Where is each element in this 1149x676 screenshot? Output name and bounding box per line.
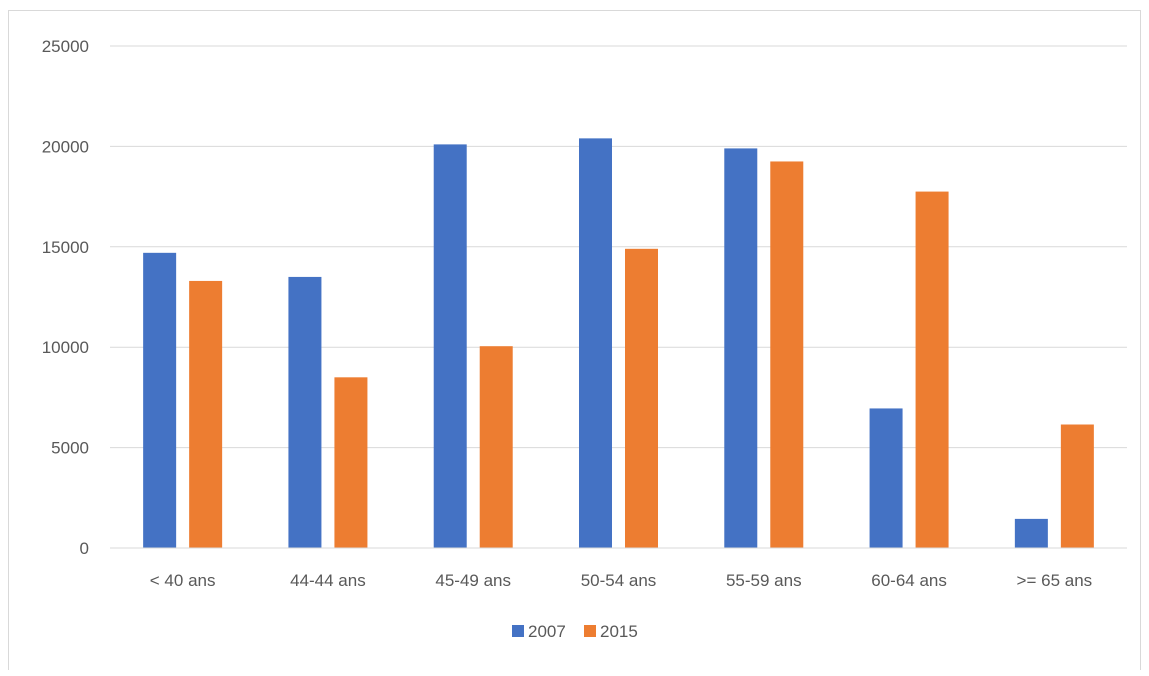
y-tick-label: 5000 bbox=[51, 439, 89, 458]
bar-2007-4 bbox=[724, 148, 758, 548]
y-tick-label: 25000 bbox=[42, 37, 89, 56]
y-tick-label: 15000 bbox=[42, 238, 89, 257]
bar-2007-5 bbox=[869, 408, 903, 548]
y-tick-label: 10000 bbox=[42, 338, 89, 357]
x-tick-label: 44-44 ans bbox=[290, 571, 366, 590]
bar-2015-0 bbox=[189, 280, 223, 548]
x-tick-label: >= 65 ans bbox=[1017, 571, 1093, 590]
legend-swatch-2007 bbox=[512, 625, 524, 637]
bar-2015-3 bbox=[625, 248, 658, 549]
bar-2007-1 bbox=[288, 276, 322, 548]
bar-2007-3 bbox=[579, 138, 612, 549]
x-tick-label: 60-64 ans bbox=[871, 571, 947, 590]
bar-2007-6 bbox=[1014, 518, 1048, 548]
x-tick-label: 55-59 ans bbox=[726, 571, 802, 590]
bar-2015-1 bbox=[334, 377, 368, 548]
legend-label-2015: 2015 bbox=[600, 622, 638, 641]
y-tick-label: 0 bbox=[80, 539, 89, 558]
legend: 2007 2015 bbox=[512, 622, 638, 641]
x-tick-label: 50-54 ans bbox=[581, 571, 657, 590]
bar-2015-6 bbox=[1060, 424, 1094, 548]
bars bbox=[143, 138, 1094, 549]
x-axis-labels: < 40 ans 44-44 ans 45-49 ans 50-54 ans 55-59… bbox=[150, 571, 1092, 590]
bar-2015-4 bbox=[770, 161, 804, 548]
bar-2015-2 bbox=[479, 346, 513, 548]
y-tick-label: 20000 bbox=[42, 137, 89, 156]
gridlines bbox=[110, 45, 1127, 449]
x-tick-label: < 40 ans bbox=[150, 571, 216, 590]
bar-2007-2 bbox=[433, 144, 467, 548]
legend-swatch-2015 bbox=[584, 625, 596, 637]
x-tick-label: 45-49 ans bbox=[435, 571, 511, 590]
y-axis-ticks: 0 5000 10000 15000 20000 25000 bbox=[42, 37, 89, 558]
bar-2015-5 bbox=[915, 191, 949, 548]
bar-2007-0 bbox=[143, 252, 177, 548]
legend-label-2007: 2007 bbox=[528, 622, 566, 641]
